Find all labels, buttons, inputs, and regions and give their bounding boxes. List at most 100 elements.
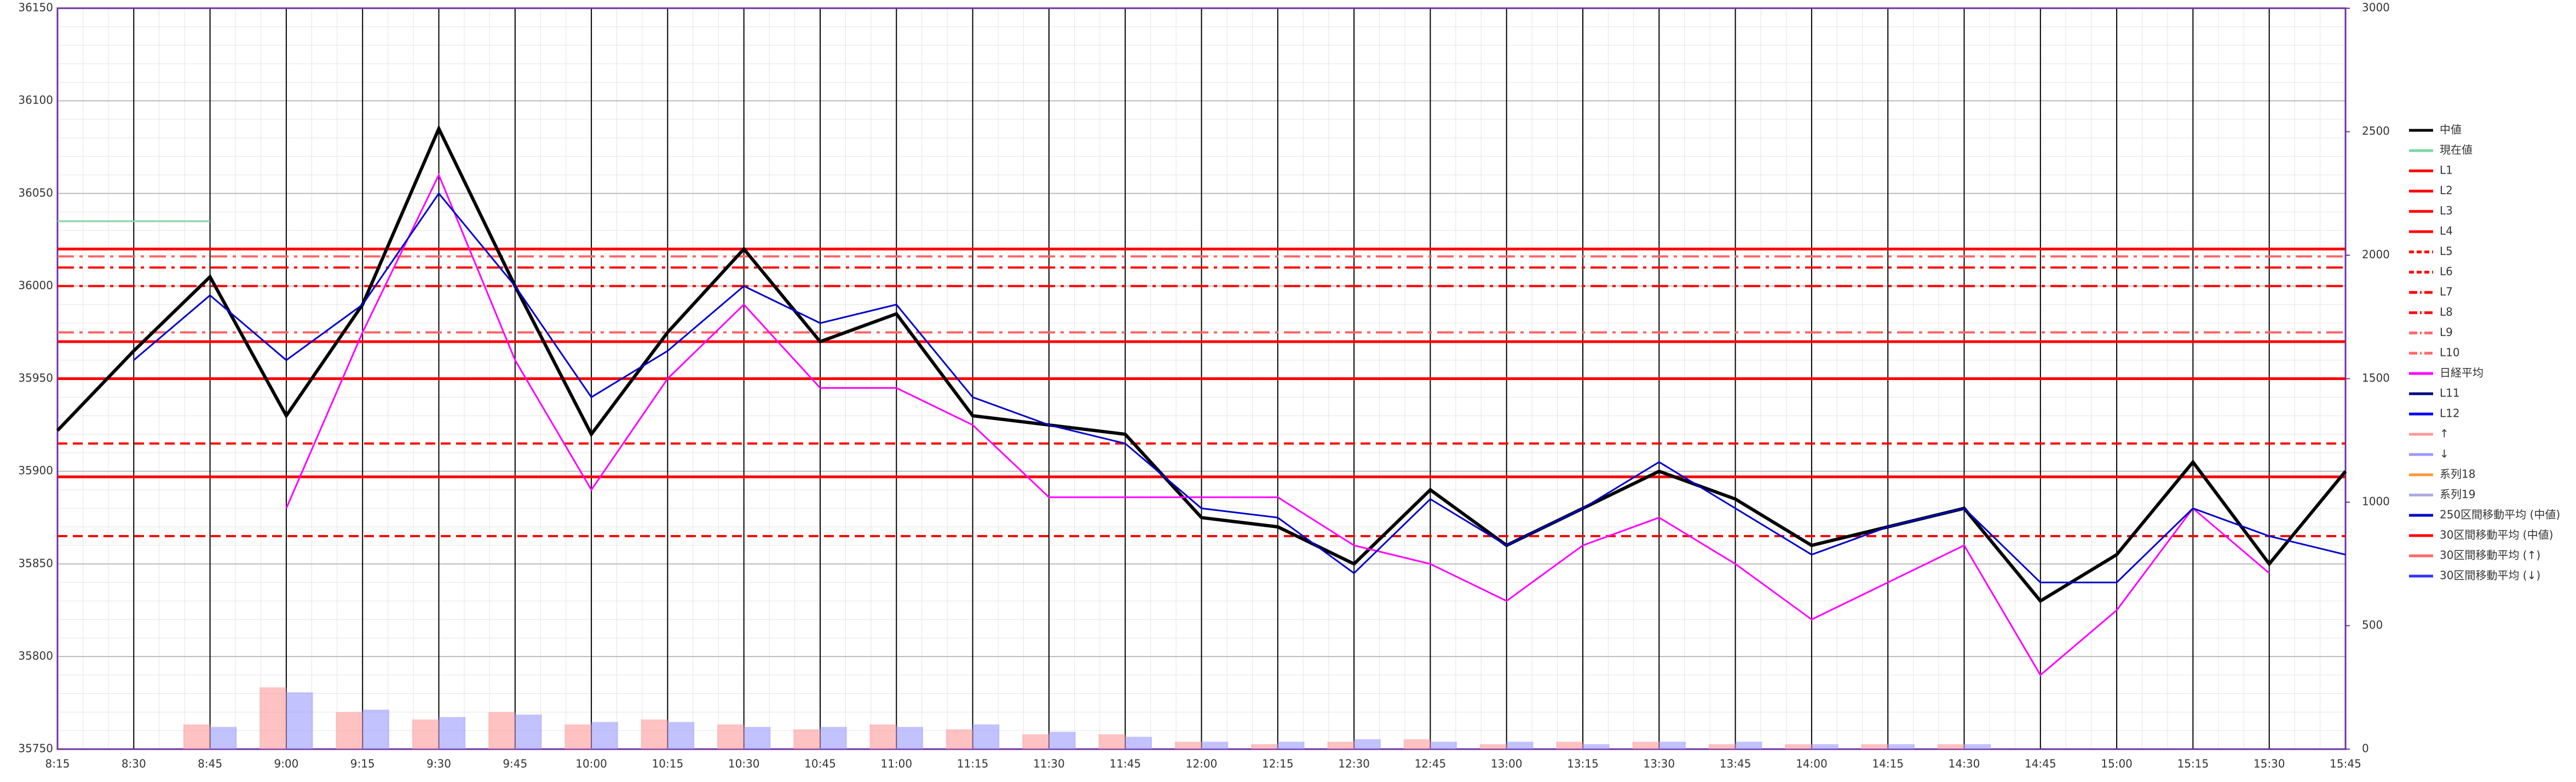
volume-bar xyxy=(1811,744,1839,749)
volume-bar xyxy=(717,724,744,749)
volume-bar xyxy=(1937,744,1964,749)
volume-bar xyxy=(1174,741,1202,749)
legend-label: L3 xyxy=(2440,204,2453,217)
volume-bar xyxy=(972,724,1000,749)
legend-label: L9 xyxy=(2440,326,2453,339)
x-tick-label: 14:00 xyxy=(1796,757,1828,771)
y-tick-label: 36100 xyxy=(18,94,53,107)
volume-bar xyxy=(869,724,897,749)
y2-tick-label: 1500 xyxy=(2362,371,2390,384)
legend-label: ↑ xyxy=(2440,427,2449,440)
volume-bar xyxy=(896,727,924,749)
volume-bar xyxy=(1964,744,1991,749)
volume-bar xyxy=(1125,737,1152,749)
legend-label: L12 xyxy=(2440,407,2460,420)
legend-label: 30区間移動平均 (中値) xyxy=(2440,528,2553,542)
legend-label: 系列18 xyxy=(2440,468,2475,481)
x-tick-label: 11:15 xyxy=(957,757,989,771)
legend-label: 系列19 xyxy=(2440,488,2475,501)
legend-label: L5 xyxy=(2440,245,2453,258)
x-tick-label: 9:45 xyxy=(503,757,527,771)
y2-tick-label: 3000 xyxy=(2362,1,2390,14)
y-tick-label: 35750 xyxy=(18,742,53,755)
legend-label: L7 xyxy=(2440,285,2453,298)
x-tick-label: 11:45 xyxy=(1109,757,1141,771)
y2-tick-label: 2500 xyxy=(2362,124,2390,137)
legend-label: L11 xyxy=(2440,387,2460,400)
x-tick-label: 9:30 xyxy=(427,757,451,771)
x-tick-label: 14:30 xyxy=(1949,757,1980,771)
volume-bar xyxy=(1735,741,1762,749)
x-tick-label: 13:45 xyxy=(1720,757,1751,771)
legend-label: L1 xyxy=(2440,164,2453,177)
volume-bar xyxy=(1327,741,1355,749)
x-tick-label: 15:30 xyxy=(2254,757,2285,771)
x-tick-label: 9:00 xyxy=(274,757,298,771)
legend-label: L8 xyxy=(2440,306,2453,319)
volume-bar xyxy=(1888,744,1915,749)
volume-bar xyxy=(1785,744,1812,749)
x-tick-label: 12:45 xyxy=(1415,757,1447,771)
volume-bar xyxy=(1861,744,1888,749)
volume-bar xyxy=(1583,744,1610,749)
x-tick-label: 10:15 xyxy=(652,757,684,771)
volume-bar xyxy=(260,687,286,749)
series-line xyxy=(285,173,2270,676)
legend-label: 30区間移動平均 (↑) xyxy=(2440,549,2540,562)
x-tick-label: 10:00 xyxy=(575,757,607,771)
x-tick-label: 15:15 xyxy=(2177,757,2209,771)
y2-tick-label: 1000 xyxy=(2362,495,2390,508)
volume-bar xyxy=(1048,732,1076,749)
x-tick-label: 12:00 xyxy=(1186,757,1218,771)
volume-bar xyxy=(641,719,668,749)
x-tick-label: 14:45 xyxy=(2025,757,2056,771)
y2-tick-label: 500 xyxy=(2362,618,2383,631)
legend-label: L10 xyxy=(2440,346,2460,359)
volume-bar xyxy=(1659,741,1686,749)
x-tick-label: 15:45 xyxy=(2330,757,2361,771)
volume-bar xyxy=(1479,744,1507,749)
legend-label: 中値 xyxy=(2440,123,2462,136)
volume-bar xyxy=(336,712,363,749)
x-tick-label: 8:30 xyxy=(122,757,146,771)
volume-bar xyxy=(1430,741,1457,749)
volume-bar xyxy=(1632,741,1659,749)
y-tick-label: 36000 xyxy=(18,279,53,292)
volume-bar xyxy=(1354,739,1381,749)
legend-label: 現在値 xyxy=(2440,143,2473,157)
x-tick-label: 8:45 xyxy=(198,757,222,771)
x-tick-label: 11:30 xyxy=(1033,757,1065,771)
legend-label: L2 xyxy=(2440,184,2453,197)
volume-bar xyxy=(1277,741,1305,749)
x-tick-label: 14:15 xyxy=(1872,757,1904,771)
volume-bar xyxy=(1506,741,1534,749)
volume-bar xyxy=(488,712,515,749)
x-tick-label: 12:15 xyxy=(1262,757,1294,771)
y-tick-label: 35800 xyxy=(18,649,53,662)
volume-bar xyxy=(1403,739,1431,749)
x-tick-label: 15:00 xyxy=(2101,757,2133,771)
volume-bar xyxy=(183,724,210,749)
volume-bar xyxy=(362,709,389,749)
volume-bar xyxy=(1022,734,1049,749)
y-tick-label: 35850 xyxy=(18,556,53,570)
x-tick-label: 8:15 xyxy=(45,757,70,771)
x-tick-label: 12:30 xyxy=(1338,757,1370,771)
x-tick-label: 13:30 xyxy=(1643,757,1675,771)
y2-tick-label: 2000 xyxy=(2362,248,2390,261)
volume-bar xyxy=(439,717,466,749)
legend-label: 250区間移動平均 (中値) xyxy=(2440,508,2560,521)
y2-tick-label: 0 xyxy=(2362,742,2369,755)
volume-bar xyxy=(667,722,695,749)
x-tick-label: 13:00 xyxy=(1491,757,1523,771)
volume-bar xyxy=(286,692,313,749)
volume-bar xyxy=(515,714,542,749)
x-tick-label: 10:30 xyxy=(728,757,760,771)
volume-bar xyxy=(1201,741,1229,749)
volume-bar xyxy=(820,727,847,749)
volume-bar xyxy=(1708,744,1736,749)
legend-label: 日経平均 xyxy=(2440,366,2483,380)
volume-bar xyxy=(744,727,771,749)
volume-bar xyxy=(412,719,439,749)
